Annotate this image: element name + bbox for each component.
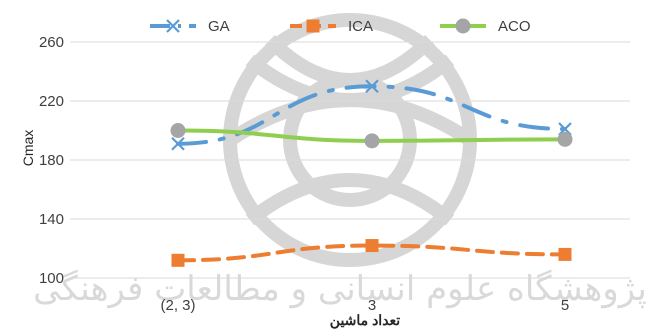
data-point bbox=[364, 133, 380, 149]
x-tick-label: (2, 3) bbox=[160, 297, 195, 314]
data-point bbox=[171, 253, 185, 267]
legend-entry-ica: ICA bbox=[290, 18, 373, 35]
data-point bbox=[306, 19, 320, 33]
series-ica bbox=[171, 239, 572, 267]
y-tick-label: 180 bbox=[39, 152, 64, 169]
x-tick-label: 3 bbox=[368, 297, 376, 314]
y-tick-label: 100 bbox=[39, 270, 64, 287]
data-point bbox=[558, 247, 572, 261]
legend-label: ICA bbox=[348, 18, 373, 35]
data-point bbox=[365, 79, 379, 94]
watermark: پژوهشگاه علوم انسانی و مطالعات فرهنگی bbox=[33, 13, 647, 309]
series-aco bbox=[170, 123, 573, 149]
legend-label: GA bbox=[208, 18, 230, 35]
y-tick-label: 140 bbox=[39, 211, 64, 228]
legend-entry-ga: GA bbox=[150, 18, 230, 35]
legend: GA ICA ACO bbox=[150, 18, 531, 35]
data-point bbox=[170, 123, 186, 138]
y-axis-ticks: 100 140 180 220 260 bbox=[39, 34, 64, 287]
y-tick-label: 260 bbox=[39, 34, 64, 51]
watermark-caption: پژوهشگاه علوم انسانی و مطالعات فرهنگی bbox=[33, 269, 647, 309]
data-point bbox=[171, 136, 185, 151]
data-point bbox=[365, 239, 379, 253]
data-point bbox=[166, 19, 180, 33]
series-ga bbox=[171, 79, 572, 151]
legend-label: ACO bbox=[498, 18, 531, 35]
y-axis-title: Cmax bbox=[20, 130, 36, 167]
x-axis-ticks: (2, 3) 3 5 bbox=[160, 297, 569, 314]
data-point bbox=[557, 131, 573, 147]
legend-entry-aco: ACO bbox=[440, 18, 531, 35]
x-axis-title: تعداد ماشین bbox=[330, 312, 400, 329]
series bbox=[170, 79, 573, 267]
grid bbox=[70, 41, 630, 279]
watermark-emblem-icon bbox=[223, 13, 477, 267]
x-tick-label: 5 bbox=[561, 297, 569, 314]
data-point bbox=[455, 18, 471, 34]
y-tick-label: 220 bbox=[39, 93, 64, 110]
